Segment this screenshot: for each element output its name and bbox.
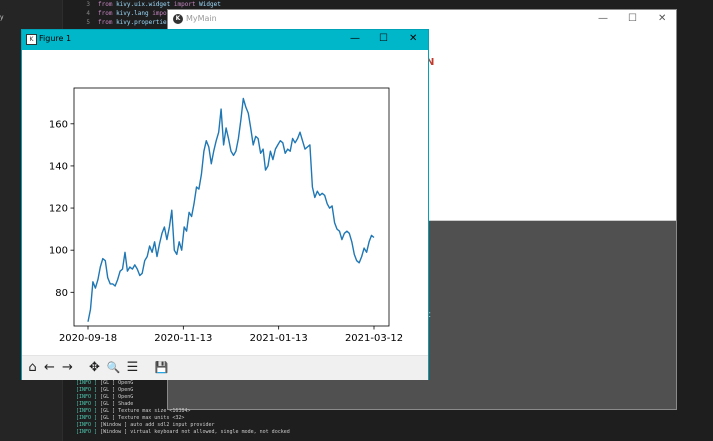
explorer-label: y [0, 14, 4, 21]
console-line: [INFO ] [GL ] OpenG [76, 380, 134, 386]
figure-app-icon: K [26, 34, 37, 45]
y-tick-label: 160 [49, 119, 68, 130]
close-icon[interactable]: ✕ [658, 13, 667, 24]
console-line: [INFO ] [GL ] OpenG [76, 394, 134, 400]
red-mark-icon: N [426, 57, 435, 68]
figure-title: Figure 1 [39, 34, 72, 43]
figure-canvas[interactable]: 80 100 120 140 160 2020-09-18 2020-11-13 2021-0… [22, 50, 428, 355]
maximize-icon[interactable]: ☐ [628, 13, 637, 24]
maximize-icon[interactable]: ☐ [379, 33, 388, 44]
mymain-title: MyMain [186, 14, 217, 23]
mymain-title-bar[interactable]: K MyMain — ☐ ✕ [168, 10, 676, 30]
plot-frame [73, 87, 390, 327]
figure-title-bar[interactable]: K Figure 1 — ☐ ✕ [22, 30, 428, 50]
close-icon[interactable]: ✕ [409, 33, 418, 44]
y-tick-label: 100 [49, 246, 68, 257]
series-line [87, 97, 375, 322]
console-line: [INFO ] [GL ] OpenG [76, 387, 134, 393]
zoom-icon[interactable]: 🔍 [106, 361, 121, 374]
minimize-icon[interactable]: — [350, 33, 360, 44]
kivy-logo-icon: K [173, 14, 183, 24]
save-icon[interactable]: 💾 [154, 361, 169, 374]
configure-subplots-icon[interactable]: ☰ [126, 360, 139, 375]
forward-arrow-icon[interactable]: → [62, 360, 73, 375]
code-line: 4 from kivy.lang import [86, 10, 174, 17]
x-tick-label: 2020-11-13 [154, 333, 212, 344]
pan-icon[interactable]: ✥ [89, 360, 100, 375]
console-line: [INFO ] [Window ] auto add sdl2 input pr… [76, 422, 215, 428]
x-tick-label: 2021-03-12 [345, 333, 403, 344]
y-tick-label: 140 [49, 161, 68, 172]
back-arrow-icon[interactable]: ← [44, 360, 55, 375]
console-line: [INFO ] [GL ] Texture max size <16384> [76, 408, 191, 414]
figure-toolbar: ⌂ ← → ✥ 🔍 ☰ 💾 [22, 355, 428, 380]
x-tick-label: 2020-09-18 [59, 333, 117, 344]
code-line: 5 from kivy.propertie [86, 19, 167, 26]
y-tick-label: 80 [55, 288, 68, 299]
y-tick-label: 120 [49, 204, 68, 215]
figure-window[interactable]: K Figure 1 — ☐ ✕ 80 100 120 140 160 2020-09-1… [21, 29, 429, 380]
x-tick-label: 2021-01-13 [250, 333, 308, 344]
code-line: 3 from kivy.uix.widget import Widget [86, 1, 221, 8]
home-icon[interactable]: ⌂ [28, 360, 37, 375]
console-line: [INFO ] [Window ] virtual keyboard not a… [76, 429, 290, 435]
console-output: [INFO ] [GL ] OpenG [INFO ] [GL ] OpenG … [70, 376, 610, 441]
minimize-icon[interactable]: — [598, 13, 608, 24]
console-line: [INFO ] [GL ] Shade [76, 401, 134, 407]
console-line: [INFO ] [GL ] Texture max units <32> [76, 415, 185, 421]
line-chart: 80 100 120 140 160 2020-09-18 2020-11-13 2021-0… [49, 87, 403, 344]
